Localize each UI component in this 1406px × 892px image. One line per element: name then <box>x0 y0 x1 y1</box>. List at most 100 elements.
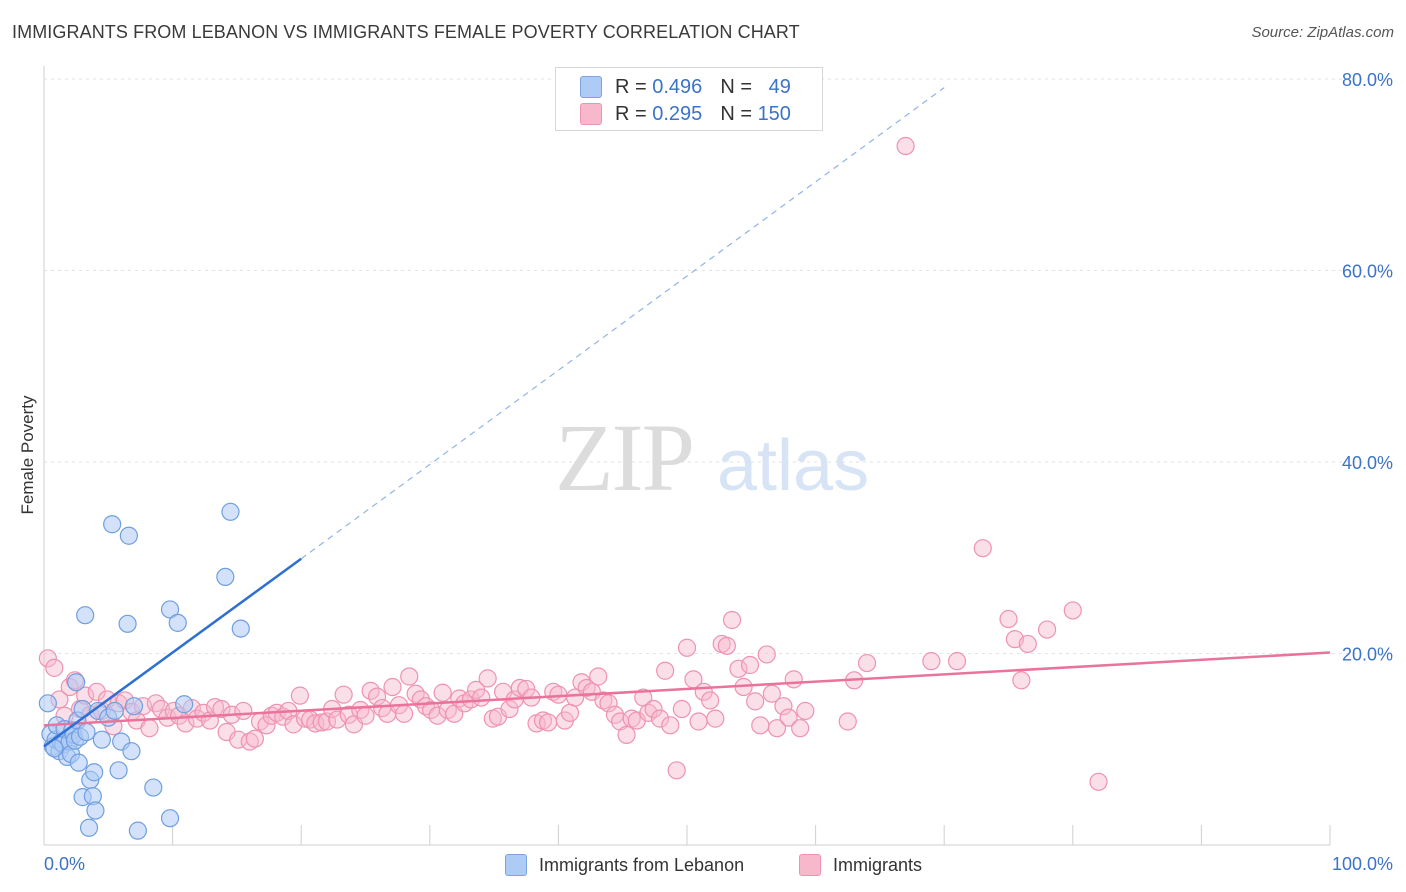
immigrants-point <box>689 712 708 731</box>
immigrants-point <box>356 706 375 725</box>
immigrants-point <box>334 685 353 704</box>
legend-n-value: 49 <box>768 75 791 98</box>
legend-n-value: 150 <box>757 102 791 125</box>
immigrants-point <box>717 636 736 655</box>
legend-r-label: R = <box>615 75 647 98</box>
immigrants-point <box>1063 601 1082 620</box>
immigrants-point <box>146 694 165 713</box>
immigrants-point <box>290 686 310 705</box>
immigrants-point <box>656 661 675 680</box>
lebanon-point <box>124 697 144 716</box>
lebanon-points <box>38 502 250 840</box>
y-tick-label: 80.0% <box>1342 70 1393 90</box>
lebanon-point <box>160 809 180 828</box>
legend-item-lebanon[interactable]: Immigrants from Lebanon <box>505 852 744 878</box>
immigrants-point <box>234 701 253 721</box>
immigrants-point <box>394 704 414 723</box>
legend-row-immigrants: R = 0.295 N = 150 <box>580 101 791 127</box>
chart-title: IMMIGRANTS FROM LEBANON VS IMMIGRANTS FE… <box>12 22 800 42</box>
immigrants-point <box>922 652 941 671</box>
legend-r-value: 0.295 <box>652 102 703 125</box>
immigrants-point <box>589 667 608 686</box>
immigrants-point <box>947 652 967 671</box>
immigrants-point <box>599 694 618 713</box>
x-tick-label: 100.0% <box>1332 854 1393 874</box>
watermark-atlas: atlas <box>717 426 869 506</box>
axes <box>43 66 1331 846</box>
immigrants-point <box>644 699 663 719</box>
immigrants-point <box>284 715 303 734</box>
lebanon-point <box>79 818 99 837</box>
immigrants-point <box>857 653 877 673</box>
lebanon-point <box>77 722 96 742</box>
lebanon-point <box>85 763 104 782</box>
lebanon-point <box>38 694 57 713</box>
immigrants-point <box>729 659 748 678</box>
immigrants-point <box>779 708 798 727</box>
immigrants-point <box>757 645 776 664</box>
immigrants-point <box>245 729 265 748</box>
legend-n-label: N = <box>720 102 752 125</box>
legend-r-label: R = <box>615 102 647 125</box>
y-tick-label: 40.0% <box>1342 453 1393 473</box>
lebanon-point <box>67 673 86 692</box>
lebanon-trend-line <box>43 557 302 748</box>
tick-labels: 20.0% 40.0% 60.0% 80.0% 0.0% 100.0% <box>44 70 1393 874</box>
immigrants-point <box>38 649 57 668</box>
lebanon-point <box>105 701 124 721</box>
immigrants-point <box>257 716 276 735</box>
lebanon-point <box>175 695 194 714</box>
lebanon-point <box>168 613 187 632</box>
immigrants-point <box>706 709 725 728</box>
watermark-zip: ZIP <box>555 404 693 511</box>
immigrants-point <box>784 670 803 689</box>
lebanon-point <box>144 778 163 797</box>
immigrants-point <box>973 539 992 558</box>
immigrants-point <box>383 677 402 697</box>
immigrants-point <box>594 691 613 710</box>
lebanon-point <box>109 761 128 780</box>
lebanon-point <box>92 730 111 749</box>
immigrants-point <box>1089 772 1108 791</box>
immigrants-point <box>406 684 425 703</box>
lebanon-point <box>118 614 137 633</box>
lebanon-point <box>216 567 235 587</box>
immigrants-point <box>746 692 765 711</box>
lebanon-point <box>69 753 88 772</box>
y-tick-label: 60.0% <box>1342 262 1393 282</box>
immigrants-point <box>306 714 325 733</box>
immigrants-point <box>240 732 259 751</box>
source-label: Source: ZipAtlas.com <box>1251 24 1394 41</box>
immigrants-point <box>1037 620 1057 639</box>
immigrants-point <box>701 691 720 710</box>
immigrants-point <box>45 658 64 677</box>
immigrants-point <box>667 761 686 780</box>
gridlines <box>44 78 1392 654</box>
immigrants-point <box>740 655 760 675</box>
immigrants-point <box>140 719 159 738</box>
immigrants-point <box>367 687 387 706</box>
immigrants-point <box>472 688 491 707</box>
immigrants-point <box>751 716 770 735</box>
lebanon-point <box>160 600 180 619</box>
legend-n-label: N = <box>720 75 752 98</box>
legend-r-value: 0.496 <box>652 75 703 98</box>
immigrants-point <box>500 699 519 719</box>
lebanon-point <box>122 742 141 761</box>
legend-swatch-immigrants <box>580 103 602 125</box>
legend-label-immigrants: Immigrants <box>833 854 923 875</box>
immigrants-point <box>617 725 636 744</box>
lebanon-point <box>221 502 240 521</box>
immigrants-point <box>560 703 580 722</box>
immigrants-point <box>176 714 195 733</box>
legend-item-immigrants[interactable]: Immigrants <box>799 852 922 878</box>
legend-row-lebanon: R = 0.496 N = 49 <box>580 74 791 100</box>
immigrants-point <box>312 713 331 732</box>
immigrants-point <box>351 700 370 720</box>
immigrants-point <box>672 699 691 719</box>
immigrants-point <box>791 719 810 738</box>
x-tick-label: 0.0% <box>44 854 85 874</box>
immigrants-point <box>896 136 915 156</box>
immigrants-point <box>796 701 815 721</box>
y-tick-label: 20.0% <box>1342 645 1393 665</box>
